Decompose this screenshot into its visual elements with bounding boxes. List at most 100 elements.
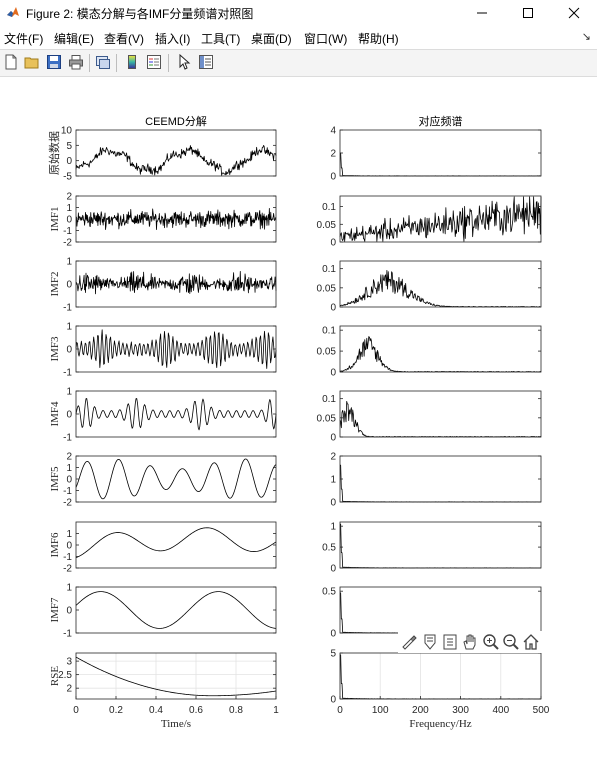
y-tick-label: 1 (66, 257, 72, 268)
subplot-15[interactable]: 0 1 2 (330, 452, 542, 509)
y-axis-label: RSE (49, 666, 61, 686)
y-tick-label: -1 (63, 629, 72, 640)
y-tick-label: 0 (66, 215, 72, 226)
y-tick-label: 0.05 (317, 347, 337, 358)
menu-view[interactable]: 查看(V) (104, 32, 144, 46)
y-tick-label: 1 (330, 522, 336, 533)
menu-desktop[interactable]: 桌面(D) (251, 32, 292, 46)
y-tick-label: 0 (330, 498, 336, 509)
menu-window[interactable]: 窗口(W) (304, 32, 348, 46)
axes-background (340, 261, 541, 307)
subplot-3[interactable]: -1 0 1 IMF2 (49, 257, 277, 314)
menu-bar: 文件(F) 编辑(E) 查看(V) 插入(I) 工具(T) 桌面(D) 窗口(W… (0, 27, 597, 49)
axes-background (76, 587, 276, 633)
menu-insert[interactable]: 插入(I) (155, 32, 191, 46)
minimize-button[interactable] (459, 0, 505, 25)
y-tick-label: 0.1 (322, 202, 336, 213)
home-icon[interactable] (522, 633, 540, 651)
subplot-7[interactable]: -2-101 IMF6 (49, 521, 277, 575)
matlab-logo-icon (6, 5, 20, 19)
x-tick-label: 300 (452, 705, 469, 716)
axes-frame (75, 129, 277, 177)
series-line (339, 196, 542, 242)
y-tick-label: 0.05 (317, 220, 337, 231)
y-tick-label: 0.5 (322, 587, 336, 598)
y-axis-label: IMF3 (49, 336, 61, 362)
subplot-5[interactable]: -1 0 1 IMF4 (49, 387, 277, 444)
series-line (75, 329, 277, 369)
zoom-out-icon[interactable] (502, 633, 520, 651)
zoom-in-icon[interactable] (482, 633, 500, 651)
subplot-10[interactable]: 0 2 4 对应频谱 (330, 114, 542, 183)
axes-background (340, 653, 541, 699)
x-tick-label: 0 (337, 705, 343, 716)
dock-arrow-icon[interactable]: ↘ (581, 31, 591, 43)
axes-frame (339, 652, 542, 700)
open-file-icon[interactable] (24, 54, 40, 70)
figure-canvas: -50510CEEMD分解原始数据-2-1012IMF1-101IMF2-101… (47, 114, 550, 731)
x-tick-label: 0 (73, 705, 79, 716)
link-plot-icon[interactable] (95, 54, 111, 70)
subplot-14[interactable]: 0 0.05 0.1 (317, 390, 542, 444)
x-axis-label: Frequency/Hz (409, 718, 471, 730)
maximize-button[interactable] (505, 0, 551, 25)
minimize-icon (477, 12, 487, 14)
axes-frame (339, 521, 542, 569)
series-line (75, 458, 277, 500)
y-tick-label: 2 (66, 684, 72, 695)
y-tick-label: 2 (330, 452, 336, 463)
axes-frame (339, 195, 542, 243)
print-icon[interactable] (68, 54, 84, 70)
subplot-17[interactable]: 00.5 (322, 586, 542, 640)
restore-icon[interactable] (441, 633, 459, 651)
y-axis-label: IMF4 (49, 401, 61, 427)
data-tips-icon[interactable] (421, 633, 439, 651)
colorbar-icon[interactable] (124, 54, 140, 70)
property-inspector-icon[interactable] (198, 54, 214, 70)
subplot-13[interactable]: 0 0.05 0.1 (317, 325, 542, 379)
pan-icon[interactable] (461, 633, 479, 651)
y-tick-label: 0.1 (322, 326, 336, 337)
y-tick-label: 4 (330, 126, 336, 137)
close-button[interactable] (551, 0, 597, 25)
y-tick-label: 2 (66, 452, 72, 463)
menu-tools[interactable]: 工具(T) (201, 32, 241, 46)
series-line (75, 591, 277, 629)
new-figure-icon[interactable] (3, 54, 19, 70)
subplot-9[interactable]: 2 2.5 3 0 0.2 0.4 0.6 0.8 1 RSE Time/s (49, 652, 279, 730)
y-tick-label: 0.05 (317, 283, 337, 294)
y-tick-label: 1 (66, 387, 72, 398)
subplot-4[interactable]: -1 0 1 IMF3 (49, 322, 277, 379)
window-title: Figure 2: 模态分解与各IMF分量频谱对照图 (26, 7, 254, 21)
y-tick-label: 0.5 (322, 543, 336, 554)
y-tick-label: -1 (63, 433, 72, 444)
axes-background (340, 391, 541, 437)
subplot-16[interactable]: 00.51 (322, 521, 542, 575)
subplot-11[interactable]: 0 0.05 0.1 (317, 195, 542, 249)
legend-icon[interactable] (146, 54, 162, 70)
menu-file[interactable]: 文件(F) (4, 32, 44, 46)
series-line (75, 270, 277, 295)
y-tick-label: 0 (66, 156, 72, 167)
subplot-12[interactable]: 0 0.05 0.1 (317, 260, 542, 314)
toolbar-separator (89, 54, 90, 72)
y-tick-label: -1 (63, 486, 72, 497)
x-tick-label: 400 (492, 705, 509, 716)
edit-plot-icon[interactable] (176, 54, 192, 70)
y-tick-label: 0 (66, 475, 72, 486)
toolbar-separator (116, 54, 117, 72)
subplot-title: CEEMD分解 (145, 114, 207, 128)
axes-frame (339, 260, 542, 308)
brush-icon[interactable] (400, 633, 418, 651)
subplot-8[interactable]: -1 0 1 IMF7 (49, 583, 277, 640)
menu-edit[interactable]: 编辑(E) (54, 32, 94, 46)
x-tick-label: 0.8 (229, 705, 243, 716)
menu-help[interactable]: 帮助(H) (358, 32, 399, 46)
y-tick-label: -5 (63, 172, 72, 183)
y-axis-label: IMF1 (49, 206, 61, 231)
save-icon[interactable] (46, 54, 62, 70)
